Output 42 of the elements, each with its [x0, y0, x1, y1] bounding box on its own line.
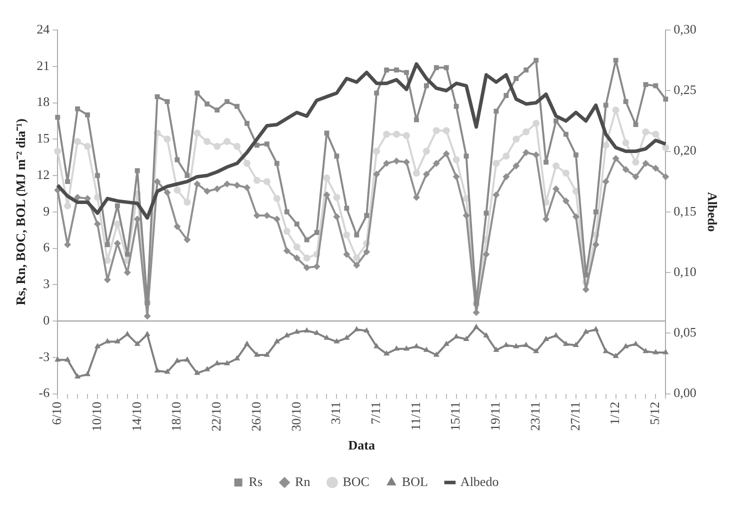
- y-tick-label: 3: [43, 276, 50, 292]
- y-axis-title: Rs, Rn, BOC, BOL (MJ m⁻² dia⁻¹): [13, 118, 28, 306]
- x-tick-label: 23/11: [527, 402, 542, 431]
- y-tick-label: -3: [38, 348, 50, 364]
- x-tick-label: 15/11: [448, 402, 463, 431]
- y2-tick-label: 0,15: [674, 203, 696, 218]
- y-tick-label: 21: [36, 58, 50, 73]
- y-tick-label: -6: [38, 385, 50, 400]
- y2-axis-title: Albedo: [704, 192, 720, 232]
- y-tick-label: 18: [36, 94, 50, 110]
- x-tick-label: 7/11: [368, 402, 383, 424]
- y2-tick-label: 0,05: [674, 324, 696, 340]
- y-tick-label: 24: [36, 21, 50, 36]
- x-tick-label: 18/10: [168, 402, 184, 432]
- y-tick-label: 12: [36, 166, 50, 182]
- x-tick-label: 27/11: [567, 402, 582, 431]
- x-tick-label: 10/10: [88, 402, 104, 432]
- y2-tick-label: 0,30: [674, 21, 696, 36]
- y2-tick-label: 0,20: [674, 142, 696, 158]
- legend-label: Rn: [295, 474, 311, 489]
- legend-label: Albedo: [460, 474, 499, 489]
- y2-tick-label: 0,25: [674, 82, 696, 98]
- y-tick-label: 6: [43, 240, 50, 255]
- x-tick-label: 26/10: [248, 402, 264, 432]
- x-axis-title: Data: [348, 438, 376, 453]
- x-tick-label: 1/12: [607, 402, 622, 425]
- x-tick-label: 22/10: [208, 402, 224, 432]
- x-tick-label: 30/10: [288, 402, 304, 432]
- x-tick-label: 19/11: [488, 402, 503, 431]
- x-tick-label: 5/12: [647, 402, 662, 425]
- x-tick-label: 6/10: [49, 402, 64, 425]
- y2-tick-label: 0,10: [674, 264, 696, 279]
- x-tick-label: 14/10: [128, 402, 144, 432]
- y2-tick-label: 0,00: [674, 385, 696, 400]
- legend-label: BOL: [402, 474, 428, 489]
- legend-label: Rs: [248, 474, 263, 489]
- y-tick-label: 9: [43, 203, 50, 218]
- x-tick-label: 3/11: [328, 402, 344, 424]
- y-tick-label: 15: [36, 130, 50, 146]
- x-tick-label: 11/11: [408, 402, 423, 430]
- y-tick-label: 0: [43, 312, 50, 328]
- legend-label: BOC: [342, 474, 370, 489]
